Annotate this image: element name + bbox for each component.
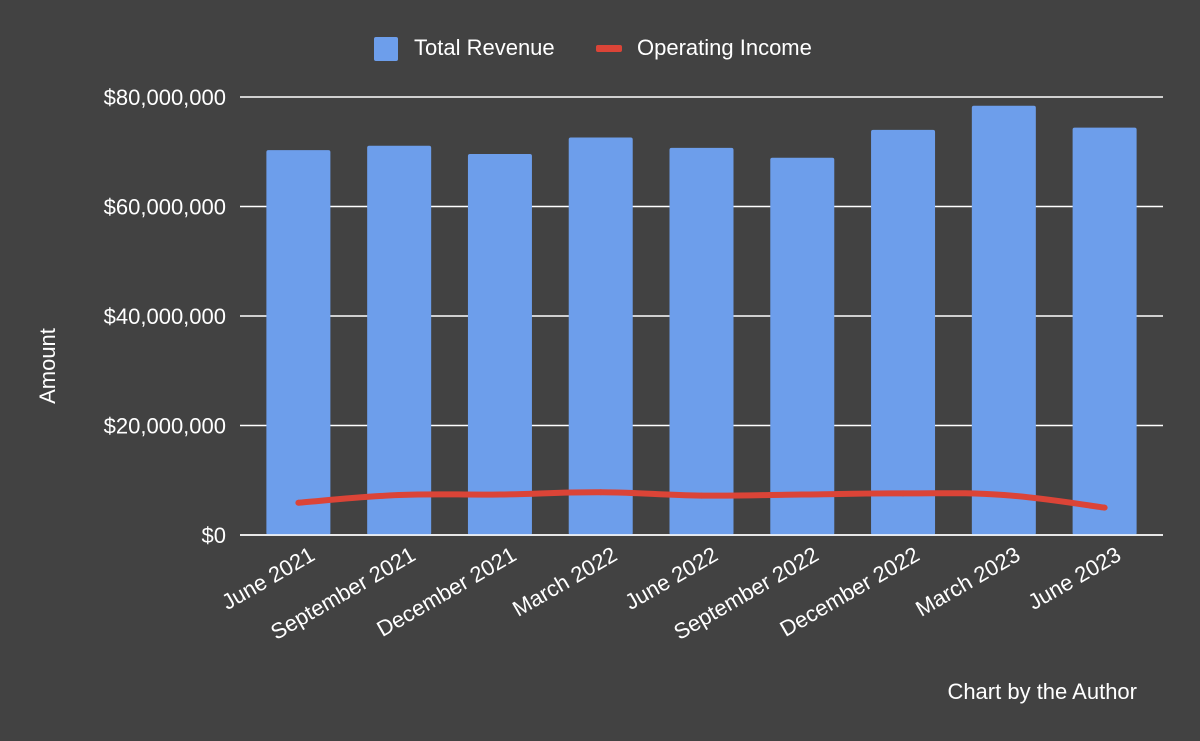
x-tick-label: June 2023: [1024, 542, 1125, 615]
y-axis-label: Amount: [35, 328, 60, 404]
bar-total-revenue-december-2022[interactable]: [871, 129, 936, 535]
legend-swatch-operating-income: [596, 45, 622, 52]
point-operating-income-december-2022[interactable]: [900, 490, 907, 497]
legend-label-operating-income: Operating Income: [637, 35, 812, 60]
y-tick-label: $60,000,000: [104, 195, 226, 220]
y-axis-ticks: $0 $20,000,000 $40,000,000 $60,000,000 $80,0…: [104, 85, 226, 548]
point-operating-income-september-2021[interactable]: [396, 492, 403, 499]
bar-total-revenue-september-2022[interactable]: [770, 157, 835, 535]
chart-footnote: Chart by the Author: [947, 679, 1137, 704]
bar-total-revenue-december-2021[interactable]: [467, 153, 532, 535]
line-series: [295, 489, 1108, 511]
legend-item-operating-income[interactable]: Operating Income: [596, 35, 812, 60]
bar-total-revenue-march-2022[interactable]: [568, 137, 633, 535]
point-operating-income-march-2023[interactable]: [1000, 492, 1007, 499]
x-tick-label: March 2022: [508, 542, 621, 622]
y-tick-label: $40,000,000: [104, 304, 226, 329]
legend-item-total-revenue[interactable]: Total Revenue: [374, 35, 555, 61]
bar-total-revenue-june-2022[interactable]: [669, 147, 734, 536]
x-tick-label: March 2023: [911, 542, 1024, 622]
point-operating-income-september-2022[interactable]: [799, 491, 806, 498]
point-operating-income-june-2022[interactable]: [698, 492, 705, 499]
bar-total-revenue-september-2021[interactable]: [367, 145, 432, 536]
point-operating-income-december-2021[interactable]: [496, 491, 503, 498]
legend: Total Revenue Operating Income: [374, 35, 812, 61]
point-operating-income-june-2023[interactable]: [1101, 504, 1108, 511]
point-operating-income-june-2021[interactable]: [295, 499, 302, 506]
bar-total-revenue-march-2023[interactable]: [971, 105, 1036, 535]
y-tick-label: $80,000,000: [104, 85, 226, 110]
y-tick-label: $20,000,000: [104, 414, 226, 439]
bar-total-revenue-june-2023[interactable]: [1072, 127, 1137, 535]
legend-label-total-revenue: Total Revenue: [414, 35, 555, 60]
point-operating-income-march-2022[interactable]: [597, 489, 604, 496]
legend-swatch-total-revenue: [374, 37, 398, 61]
y-tick-label: $0: [202, 523, 226, 548]
bar-series: [240, 105, 1163, 536]
bar-total-revenue-june-2021[interactable]: [266, 150, 331, 536]
